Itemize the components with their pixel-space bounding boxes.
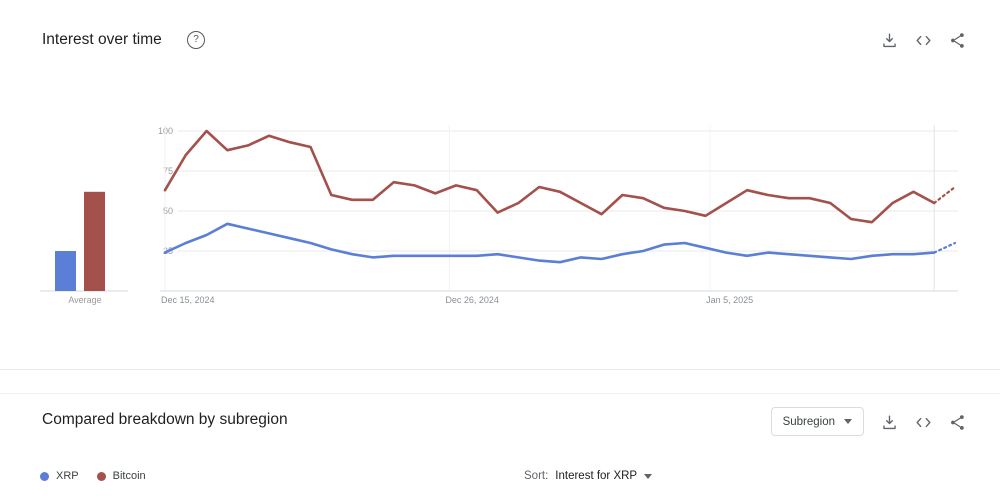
sort-label: Sort: bbox=[524, 470, 549, 482]
share-icon[interactable] bbox=[948, 413, 967, 432]
xrp-line bbox=[163, 222, 936, 264]
interest-over-time-card: Interest over time ? 100755025Dec 15, 20… bbox=[0, 0, 1000, 370]
y-axis: 100755025 bbox=[158, 126, 958, 256]
embed-code-icon[interactable] bbox=[914, 413, 933, 432]
breakdown-actions bbox=[880, 413, 967, 432]
average-bars: Average bbox=[40, 191, 128, 305]
compared-breakdown-card: Compared breakdown by subregion Subregio… bbox=[0, 393, 1000, 500]
xrp-legend-label: XRP bbox=[56, 470, 79, 482]
download-icon[interactable] bbox=[880, 413, 899, 432]
bitcoin-legend-label: Bitcoin bbox=[112, 470, 146, 482]
legend-item-xrp: XRP bbox=[40, 470, 79, 482]
interest-over-time-title: Interest over time bbox=[42, 31, 162, 48]
x-axis: Dec 15, 2024 Dec 26, 2024 Jan 5, 2025 bbox=[160, 125, 958, 305]
download-icon[interactable] bbox=[880, 31, 899, 50]
bitcoin-average-bar bbox=[84, 191, 105, 291]
bitcoin-line-partial bbox=[933, 185, 957, 205]
share-icon[interactable] bbox=[948, 31, 967, 50]
chevron-down-icon bbox=[644, 473, 653, 479]
svg-text:Dec 15, 2024: Dec 15, 2024 bbox=[161, 295, 215, 305]
bitcoin-line bbox=[163, 129, 936, 224]
sort-value: Interest for XRP bbox=[555, 470, 638, 482]
sort-dropdown[interactable]: Sort: Interest for XRP bbox=[524, 470, 653, 482]
chart-actions bbox=[880, 31, 967, 50]
compared-breakdown-title: Compared breakdown by subregion bbox=[42, 411, 288, 428]
xrp-legend-dot bbox=[40, 471, 49, 481]
xrp-line-partial bbox=[933, 241, 957, 254]
svg-text:Average: Average bbox=[68, 295, 101, 305]
embed-code-icon[interactable] bbox=[914, 31, 933, 50]
chevron-down-icon bbox=[844, 419, 852, 424]
help-icon[interactable]: ? bbox=[187, 31, 205, 49]
svg-text:Dec 26, 2024: Dec 26, 2024 bbox=[445, 295, 499, 305]
legend-item-bitcoin: Bitcoin bbox=[96, 470, 146, 482]
svg-text:75: 75 bbox=[163, 166, 173, 176]
svg-text:Jan 5, 2025: Jan 5, 2025 bbox=[706, 295, 753, 305]
svg-text:50: 50 bbox=[163, 206, 173, 216]
subregion-dropdown[interactable]: Subregion bbox=[770, 407, 864, 436]
subregion-dropdown-label: Subregion bbox=[782, 415, 835, 428]
xrp-average-bar bbox=[55, 251, 76, 291]
bitcoin-legend-dot bbox=[96, 471, 106, 481]
series-legend: XRP Bitcoin bbox=[40, 470, 146, 482]
